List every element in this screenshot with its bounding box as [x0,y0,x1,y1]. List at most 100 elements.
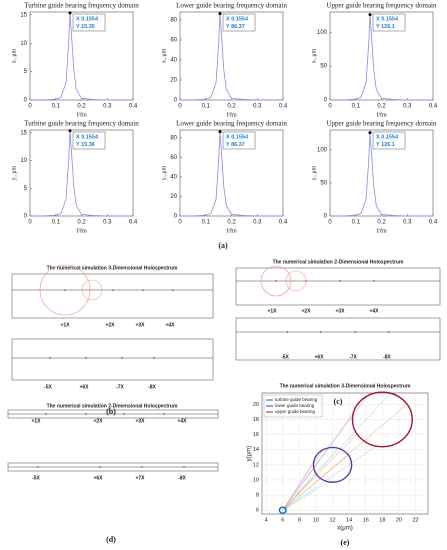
x-tick-label: 0.1 [52,220,61,226]
x-tick-label: 0.4 [279,104,288,110]
order-point [163,413,165,415]
x-tick-label: 0.4 [429,220,438,226]
datatip-point [68,129,72,133]
y-tick-label: 50 [320,64,327,70]
y-tick-label: 60 [170,38,177,44]
x-tick-label: 20 [396,517,402,523]
order-point [286,331,288,333]
x-tick-label: 0.4 [429,104,438,110]
order-label: +6X [79,384,89,390]
order-label: +2X [105,322,115,328]
y-tick-label: 14 [253,447,259,453]
legend-label: upper guide bearing [275,409,316,414]
x-tick-label: 0.3 [103,220,112,226]
x-tick-label: 6 [281,517,284,523]
y-tick-label: 10 [20,158,27,164]
x-tick-label: 10 [313,517,319,523]
fan-line [282,481,329,511]
y-tick-label: 8 [256,493,259,499]
datatip-x: X 0.1554 [76,16,99,22]
datatip-x: X 0.1554 [376,134,399,140]
y-tick-label: 0 [174,98,178,104]
y-tick-label: 16 [253,432,259,438]
x-tick-label: 22 [412,517,418,523]
datatip-point [68,11,72,15]
order-label: -8X [178,475,186,481]
datatip-x: X 0.1554 [76,134,99,140]
x-tick-label: 0.2 [77,220,86,226]
datatip-box [372,13,406,32]
order-label: +2X [301,308,311,314]
x-tick-label: 16 [363,517,369,523]
holospectrum-box [235,267,441,306]
chart-title: Lower guide bearing frequency domain [176,120,287,128]
x-tick-label: 0 [28,220,32,226]
x-tick-label: 0.2 [227,104,236,110]
order-label: +6X [93,475,103,481]
x-tick-label: 0.4 [129,104,138,110]
order-label: +4X [369,308,379,314]
x-tick-label: 0 [328,220,332,226]
order-label: -5X [44,384,52,390]
panel-label: (e) [341,538,350,547]
order-label: +1X [267,308,277,314]
y-axis-label: y₅ μm [311,165,317,180]
datatip-box [222,13,256,32]
order-point [320,331,322,333]
x-tick-label: 0.2 [227,220,236,226]
x-tick-label: 0.1 [52,104,61,110]
y-axis-label: y(μm) [247,446,253,461]
x-tick-label: 0 [178,104,182,110]
x-axis-label: f/fm [376,227,387,234]
order-point [373,280,375,282]
order-point [49,357,51,359]
order-point [123,413,125,415]
x-tick-label: 0.1 [202,104,211,110]
order-point [354,331,356,333]
fan-line [282,412,354,511]
holospectrum-box [11,338,214,381]
y-axis-label: x₄ μm [161,48,167,63]
order-label: -7X [349,354,357,360]
line-series [30,130,133,217]
datatip-box [372,131,406,150]
x-tick-label: 0.2 [377,104,386,110]
x-tick-label: 0.2 [377,220,386,226]
order-point [183,466,185,468]
datatip-y: Y 86.37 [226,142,245,148]
order-point [85,413,87,415]
x-tick-label: 0 [28,104,32,110]
order-label: -8X [383,354,391,360]
y-tick-label: 20 [253,402,259,408]
bubble [351,391,413,448]
fan-line [282,433,358,511]
chart-title: Upper guide bearing frequency domain [326,2,437,10]
datatip-y: Y 15.36 [76,142,95,148]
y-tick-label: 0 [24,98,28,104]
order-point [172,289,174,291]
x-axis-label: f/fm [76,227,87,234]
holospectrum-circle [260,265,292,297]
y-tick-label: 40 [170,58,177,64]
y-tick-label: 12 [253,462,259,468]
x-tick-label: 0.1 [202,220,211,226]
y-tick-label: 0 [324,214,328,220]
order-point [64,289,66,291]
x-tick-label: 0 [178,220,182,226]
x-axis-label: f/fm [76,111,87,118]
datatip-y: Y 126.1 [376,24,395,30]
datatip-box [222,131,256,150]
y-tick-label: 100 [317,30,328,36]
y-tick-label: 10 [253,477,259,483]
y-tick-label: 60 [170,155,177,161]
x-tick-label: 0.4 [129,220,138,226]
order-label: +2X [93,418,103,424]
panel-label: (c) [334,397,343,406]
x-axis-label: f/fm [226,111,237,118]
y-tick-label: 20 [170,194,177,200]
holospectrum-circle [285,270,307,292]
order-point [388,331,390,333]
y-tick-label: 0 [324,98,328,104]
y-tick-label: 50 [320,181,327,187]
panel-label: (b) [106,407,116,416]
